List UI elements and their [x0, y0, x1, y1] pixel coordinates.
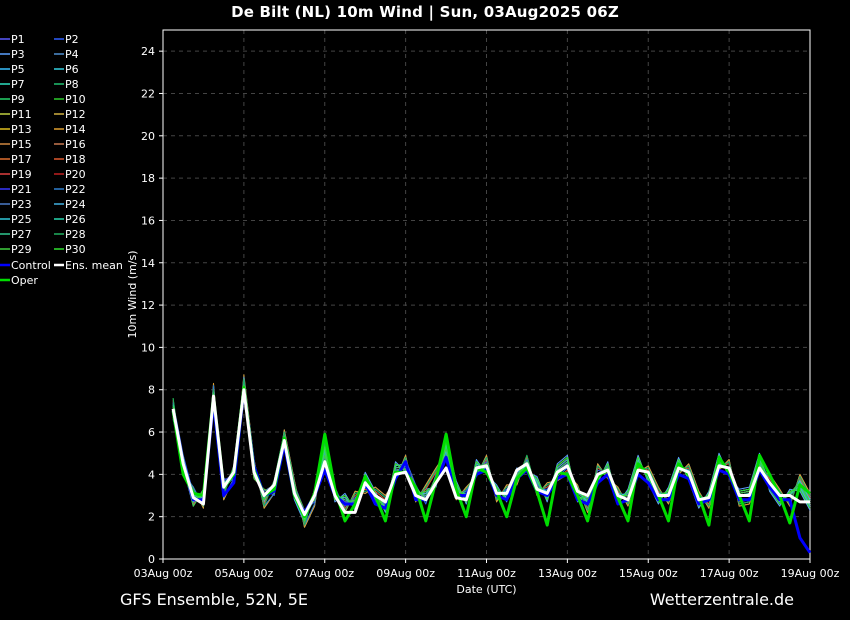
legend-label-p23: P23 — [11, 198, 32, 211]
legend-label-p5: P5 — [11, 63, 25, 76]
legend-label-p12: P12 — [65, 108, 86, 121]
legend-label-p6: P6 — [65, 63, 79, 76]
x-tick-label: 19Aug 00z — [781, 567, 840, 580]
legend-label-p7: P7 — [11, 78, 25, 91]
legend-label-control: Control — [11, 259, 51, 272]
series-line-p6 — [172, 387, 811, 520]
x-tick-label: 05Aug 00z — [215, 567, 274, 580]
legend-label-p14: P14 — [65, 123, 86, 136]
legend-label-p22: P22 — [65, 183, 86, 196]
legend-label-p18: P18 — [65, 153, 86, 166]
y-tick-label: 2 — [148, 511, 155, 524]
y-tick-label: 14 — [141, 257, 155, 270]
legend-label-p11: P11 — [11, 108, 32, 121]
legend-label-p10: P10 — [65, 93, 86, 106]
legend-label-p24: P24 — [65, 198, 86, 211]
y-tick-label: 24 — [141, 45, 155, 58]
x-tick-label: 13Aug 00z — [538, 567, 597, 580]
legend-label-p15: P15 — [11, 138, 32, 151]
x-tick-label: 07Aug 00z — [295, 567, 354, 580]
y-tick-label: 18 — [141, 172, 155, 185]
series-line-p10 — [172, 378, 811, 526]
legend-label-p29: P29 — [11, 243, 32, 256]
legend-label-p3: P3 — [11, 48, 25, 61]
legend-label-p27: P27 — [11, 228, 32, 241]
y-tick-label: 16 — [141, 214, 155, 227]
y-tick-label: 8 — [148, 384, 155, 397]
legend-label-p2: P2 — [65, 33, 79, 46]
series-line-p4 — [172, 376, 811, 528]
legend-label-p9: P9 — [11, 93, 25, 106]
x-tick-label: 17Aug 00z — [700, 567, 759, 580]
legend-label-p4: P4 — [65, 48, 79, 61]
series-line-p28 — [172, 378, 811, 526]
legend-label-oper: Oper — [11, 274, 38, 287]
series-line-p16 — [172, 387, 811, 520]
legend-label-p20: P20 — [65, 168, 86, 181]
legend-label-p8: P8 — [65, 78, 79, 91]
x-tick-label: 09Aug 00z — [376, 567, 435, 580]
legend-label-p28: P28 — [65, 228, 86, 241]
legend-label-p25: P25 — [11, 213, 32, 226]
y-tick-label: 10 — [141, 341, 155, 354]
x-tick-label: 11Aug 00z — [457, 567, 516, 580]
y-axis-label: 10m Wind (m/s) — [126, 250, 139, 338]
legend-label-p13: P13 — [11, 123, 32, 136]
series-line-p14 — [172, 374, 811, 528]
y-tick-label: 4 — [148, 468, 155, 481]
model-label: GFS Ensemble, 52N, 5E — [120, 590, 308, 609]
legend-label-p17: P17 — [11, 153, 32, 166]
y-tick-label: 6 — [148, 426, 155, 439]
legend-label-p26: P26 — [65, 213, 86, 226]
series-line-p22 — [172, 376, 811, 526]
series-line-oper — [171, 386, 811, 527]
legend-label-p19: P19 — [11, 168, 32, 181]
chart-title: De Bilt (NL) 10m Wind | Sun, 03Aug2025 0… — [231, 3, 619, 21]
legend-label-p16: P16 — [65, 138, 86, 151]
x-tick-label: 15Aug 00z — [619, 567, 678, 580]
y-tick-label: 12 — [141, 299, 155, 312]
x-axis-label: Date (UTC) — [456, 583, 516, 596]
y-tick-label: 22 — [141, 87, 155, 100]
source-label: Wetterzentrale.de — [649, 590, 794, 609]
series-line-p24 — [172, 387, 811, 520]
series-line-p3 — [172, 391, 811, 524]
y-tick-label: 20 — [141, 130, 155, 143]
legend-label-p21: P21 — [11, 183, 32, 196]
x-tick-label: 03Aug 00z — [134, 567, 193, 580]
y-tick-label: 0 — [148, 553, 155, 566]
legend-label-p1: P1 — [11, 33, 25, 46]
legend-label-ens-mean: Ens. mean — [65, 259, 123, 272]
legend-label-p30: P30 — [65, 243, 86, 256]
series-line-ens-mean — [171, 388, 810, 517]
